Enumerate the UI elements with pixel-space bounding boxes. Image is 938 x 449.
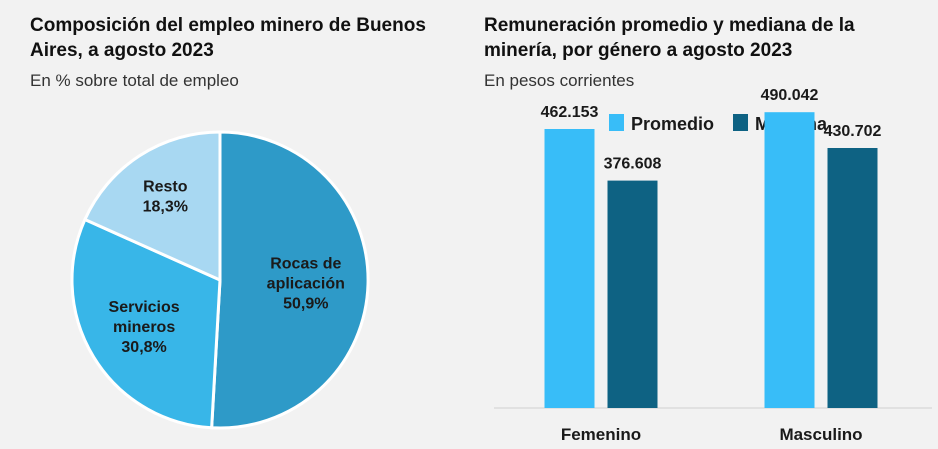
pie-slice <box>82 130 222 283</box>
bar <box>764 112 815 408</box>
legend-swatch <box>733 114 748 131</box>
pie-chart-title-line2: Aires, a agosto 2023 <box>30 40 214 61</box>
pie-slice <box>70 217 222 430</box>
pie-chart-panel: Composición del empleo minero de Buenos … <box>0 0 460 449</box>
pie-chart-subtitle: En % sobre total de empleo <box>30 71 239 90</box>
bar-value-label: 430.702 <box>824 123 882 140</box>
bar <box>544 129 595 408</box>
bar-chart: PromedioMediana462.153376.608Femenino490… <box>494 87 932 444</box>
bar-chart-title-line1: Remuneración promedio y mediana de la <box>484 15 855 36</box>
pie-slice-label: Resto 18,3% <box>143 179 188 216</box>
bar-chart-title-line2: minería, por género a agosto 2023 <box>484 40 793 61</box>
pie-chart-title-line1: Composición del empleo minero de Buenos <box>30 15 426 36</box>
legend-label: Promedio <box>631 114 714 134</box>
pie-slice-label: Rocas de aplicación 50,9% <box>267 255 345 312</box>
bar <box>607 180 658 408</box>
x-tick-label: Masculino <box>779 425 862 444</box>
x-tick-label: Femenino <box>561 425 641 444</box>
bar <box>827 148 878 408</box>
pie-slice-label: Servicios mineros 30,8% <box>109 299 180 356</box>
pie-chart: Rocas de aplicación 50,9% Servicios mineros 3… <box>70 130 370 430</box>
bar-value-label: 490.042 <box>761 87 819 104</box>
bar-value-label: 462.153 <box>541 104 599 121</box>
bar-chart-title: Remuneración promedio y mediana de la mi… <box>484 13 855 63</box>
bar-chart-subtitle: En pesos corrientes <box>484 71 635 90</box>
legend-swatch <box>609 114 624 131</box>
pie-chart-title: Composición del empleo minero de Buenos … <box>30 13 426 63</box>
pie-slice <box>210 130 370 430</box>
bar-chart-panel: Remuneración promedio y mediana de la mi… <box>470 0 938 449</box>
bar-value-label: 376.608 <box>604 156 662 173</box>
